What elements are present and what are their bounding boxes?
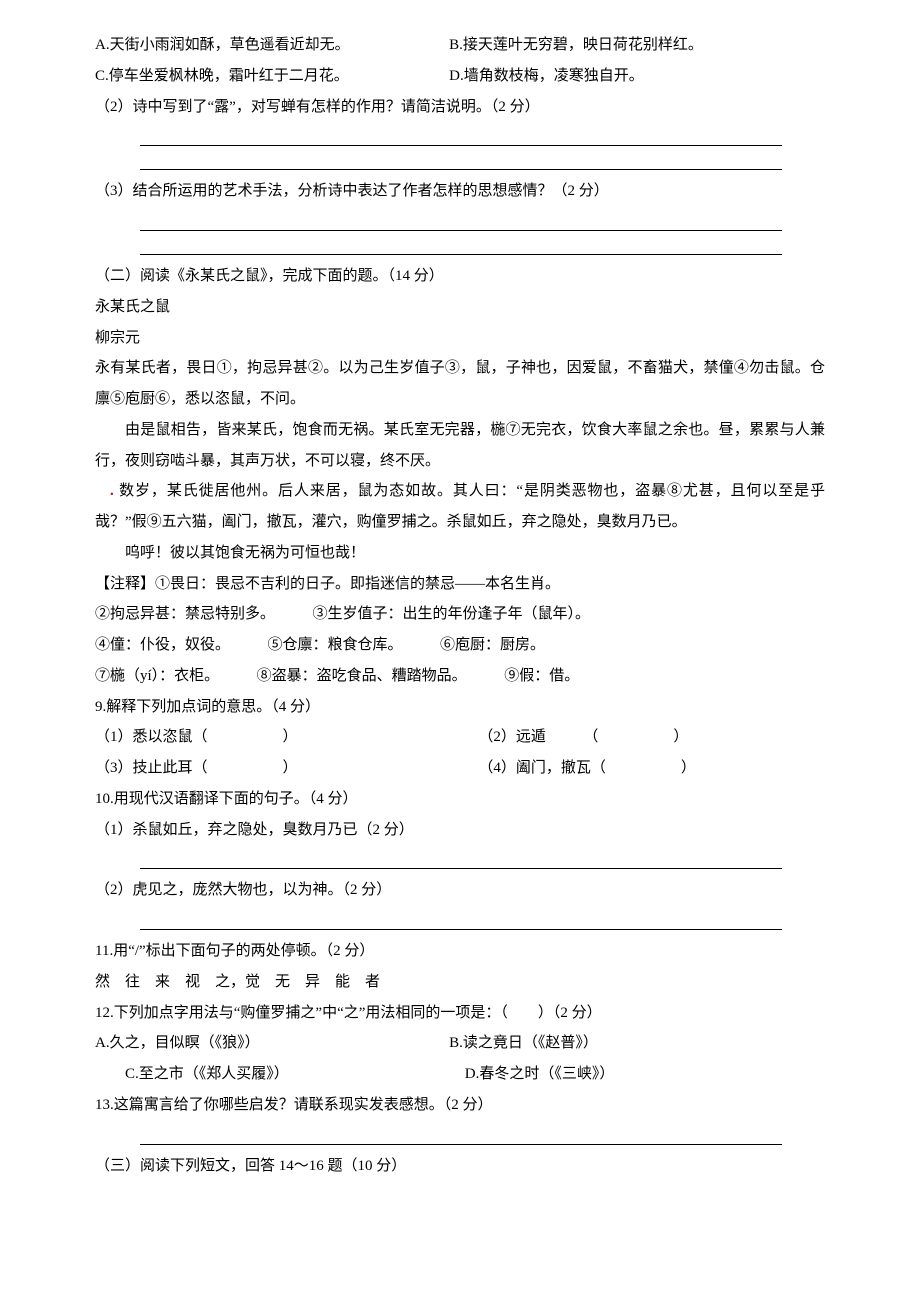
q12-row-2: C.至之市（《郑人买履》） D.春冬之时（《三峡》） bbox=[95, 1059, 825, 1090]
q12-option-b: B.读之竟日（《赵普》） bbox=[449, 1028, 799, 1059]
note-8: ⑧盗暴：盗吃食品、糟踏物品。 bbox=[257, 668, 467, 684]
option-b: B.接天莲叶无穷碧，映日荷花别样红。 bbox=[449, 30, 799, 61]
notes-line-4: ⑦椸（yí）：衣柜。 ⑧盗暴：盗吃食品、糟踏物品。 ⑨假：借。 bbox=[95, 661, 825, 692]
q12-row-1: A.久之，目似瞑（《狼》） B.读之竟日（《赵普》） bbox=[95, 1028, 825, 1059]
q11-stem: 11.用“/”标出下面句子的两处停顿。（2 分） bbox=[95, 936, 825, 967]
q10-sub2: （2）虎见之，庞然大物也，以为神。（2 分） bbox=[95, 875, 825, 906]
q11-sentence: 然 往 来 视 之，觉 无 异 能 者 bbox=[95, 967, 825, 998]
q12-option-d: D.春冬之时（《三峡》） bbox=[465, 1059, 801, 1090]
q13-stem: 13.这篇寓言给了你哪些启发？请联系现实发表感想。（2 分） bbox=[95, 1090, 825, 1121]
question-2: （2）诗中写到了“露”，对写蝉有怎样的作用？请简洁说明。（2 分） bbox=[95, 92, 825, 123]
q9-item-3: （3）技止此耳（ ） bbox=[95, 753, 475, 784]
passage-title: 永某氏之鼠 bbox=[95, 292, 825, 323]
note-7: ⑦椸（yí）：衣柜。 bbox=[95, 668, 219, 684]
q9-item-1: （1）悉以恣鼠（ ） bbox=[95, 722, 475, 753]
answer-blank bbox=[140, 237, 782, 255]
q9-stem: 9.解释下列加点词的意思。（4 分） bbox=[95, 692, 825, 723]
section-2-heading: （二）阅读《永某氏之鼠》，完成下面的题。（14 分） bbox=[95, 261, 825, 292]
answer-blank bbox=[140, 1127, 782, 1145]
q10-sub1: （1）杀鼠如丘，弃之隐处，臭数月乃已（2 分） bbox=[95, 815, 825, 846]
passage-p1: 永有某氏者，畏日①，拘忌异甚②。以为己生岁值子③，鼠，子神也，因爱鼠，不畜猫犬，… bbox=[95, 353, 825, 415]
q9-row-1: （1）悉以恣鼠（ ） （2）远遁 （ ） bbox=[95, 722, 825, 753]
passage-p3: .数岁，某氏徙居他州。后人来居，鼠为态如故。其人曰：“是阴类恶物也，盗暴⑧尤甚，… bbox=[95, 476, 825, 538]
options-block-2: C.停车坐爱枫林晚，霜叶红于二月花。 D.墙角数枝梅，凌寒独自开。 bbox=[95, 61, 825, 92]
section-3-heading: （三）阅读下列短文，回答 14～16 题（10 分） bbox=[95, 1151, 825, 1182]
passage-author: 柳宗元 bbox=[95, 323, 825, 354]
notes-line-3: ④僮：仆役，奴役。 ⑤仓廪：粮食仓库。 ⑥庖厨：厨房。 bbox=[95, 630, 825, 661]
q9-item-4: （4）阖门，撤瓦（ ） bbox=[478, 753, 814, 784]
question-3: （3）结合所运用的艺术手法，分析诗中表达了作者怎样的思想感情？（2 分） bbox=[95, 176, 825, 207]
note-3: ③生岁值子：出生的年份逢子年（鼠年）。 bbox=[313, 606, 591, 622]
note-9: ⑨假：借。 bbox=[504, 668, 579, 684]
q12-option-c: C.至之市（《郑人买履》） bbox=[125, 1059, 461, 1090]
q9-row-2: （3）技止此耳（ ） （4）阖门，撤瓦（ ） bbox=[95, 753, 825, 784]
answer-blank bbox=[140, 213, 782, 231]
q10-stem: 10.用现代汉语翻译下面的句子。（4 分） bbox=[95, 784, 825, 815]
q9-item-2: （2）远遁 （ ） bbox=[478, 722, 814, 753]
answer-blank bbox=[140, 851, 782, 869]
options-block: A.天街小雨润如酥，草色遥看近却无。 B.接天莲叶无穷碧，映日荷花别样红。 bbox=[95, 30, 825, 61]
notes-heading: 【注释】①畏日：畏忌不吉利的日子。即指迷信的禁忌——本名生肖。 bbox=[95, 569, 825, 600]
option-a: A.天街小雨润如酥，草色遥看近却无。 bbox=[95, 30, 445, 61]
note-5: ⑤仓廪：粮食仓库。 bbox=[268, 637, 403, 653]
q12-stem: 12.下列加点字用法与“购僮罗捕之”中“之”用法相同的一项是：（ ）（2 分） bbox=[95, 998, 825, 1029]
q12-option-a: A.久之，目似瞑（《狼》） bbox=[95, 1028, 445, 1059]
option-c: C.停车坐爱枫林晚，霜叶红于二月花。 bbox=[95, 61, 445, 92]
document-content: A.天街小雨润如酥，草色遥看近却无。 B.接天莲叶无穷碧，映日荷花别样红。 C.… bbox=[95, 30, 825, 1181]
answer-blank bbox=[140, 912, 782, 930]
passage-p3-text: 数岁，某氏徙居他州。后人来居，鼠为态如故。其人曰：“是阴类恶物也，盗暴⑧尤甚，且… bbox=[95, 483, 825, 530]
answer-blank bbox=[140, 152, 782, 170]
passage-p2: 由是鼠相告，皆来某氏，饱食而无祸。某氏室无完器，椸⑦无完衣，饮食大率鼠之余也。昼… bbox=[95, 415, 825, 477]
passage-p4: 呜呼！彼以其饱食无祸为可恒也哉！ bbox=[95, 538, 825, 569]
note-4: ④僮：仆役，奴役。 bbox=[95, 637, 230, 653]
option-d: D.墙角数枝梅，凌寒独自开。 bbox=[449, 61, 799, 92]
note-2: ②拘忌异甚：禁忌特别多。 bbox=[95, 606, 275, 622]
notes-line-2: ②拘忌异甚：禁忌特别多。 ③生岁值子：出生的年份逢子年（鼠年）。 bbox=[95, 599, 825, 630]
note-6: ⑥庖厨：厨房。 bbox=[440, 637, 545, 653]
answer-blank bbox=[140, 128, 782, 146]
accent-dot: . bbox=[110, 483, 114, 499]
